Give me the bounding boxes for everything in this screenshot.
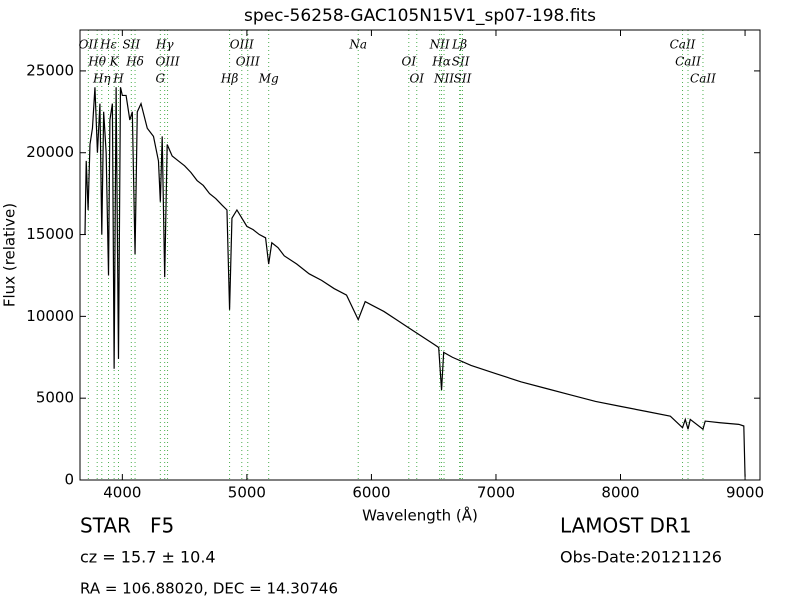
spectral-line-label: OIII: [156, 55, 180, 69]
spectral-line-label: G: [156, 72, 166, 86]
y-tick-label: 0: [64, 471, 74, 489]
spectral-line-label: H: [112, 72, 124, 86]
spectral-line-label: Hβ: [220, 72, 238, 86]
class-text: STAR F5: [80, 514, 174, 538]
y-tick-label: 15000: [26, 225, 74, 243]
spectral-line-label: SII: [452, 55, 470, 69]
y-tick-label: 20000: [26, 143, 74, 161]
spectral-line-label: OI: [409, 72, 424, 86]
spectral-line-label: Mg: [258, 72, 279, 86]
chart-title: spec-56258-GAC105N15V1_sp07-198.fits: [244, 6, 596, 26]
spectral-line-label: OIII: [236, 55, 260, 69]
x-axis-label: Wavelength (Å): [362, 506, 478, 525]
spectral-line-label: Hδ: [125, 55, 144, 69]
spectral-line-label: OII: [79, 38, 99, 52]
spectral-line-label: CaII: [675, 55, 701, 69]
spectral-line-label: SII: [122, 38, 140, 52]
x-tick-label: 8000: [601, 484, 639, 502]
spectral-line-label: NII: [429, 38, 450, 52]
spectral-line-label: Hα: [431, 55, 451, 69]
y-tick-label: 10000: [26, 307, 74, 325]
spectral-line-label: Hθ: [87, 55, 106, 69]
x-tick-label: 4000: [103, 484, 141, 502]
spectral-line-label: CaII: [690, 72, 716, 86]
y-axis-label: Flux (relative): [1, 203, 19, 307]
spectral-line-label: SII: [454, 72, 472, 86]
spectral-line-label: Hγ: [155, 38, 174, 52]
x-tick-label: 6000: [352, 484, 390, 502]
x-tick-label: 9000: [726, 484, 764, 502]
spectral-line-label: K: [109, 55, 120, 69]
spectral-line-label: OI: [402, 55, 417, 69]
spectral-line-label: Lβ: [451, 38, 467, 52]
survey-text: LAMOST DR1: [560, 514, 692, 538]
spectral-line-label: Na: [348, 38, 367, 52]
spectral-line-label: Hε: [99, 38, 117, 52]
y-tick-label: 5000: [36, 389, 74, 407]
spectrum-line: [84, 87, 746, 477]
y-tick-label: 25000: [26, 61, 74, 79]
spectral-line-label: OIII: [230, 38, 254, 52]
spectral-line-label: Hη: [92, 72, 111, 86]
coord-text: RA = 106.88020, DEC = 14.30746: [80, 580, 338, 598]
cz-text: cz = 15.7 ± 10.4: [80, 548, 216, 567]
spectral-line-label: NII: [433, 72, 454, 86]
x-tick-label: 7000: [477, 484, 515, 502]
spectral-line-label: CaII: [670, 38, 696, 52]
x-tick-label: 5000: [228, 484, 266, 502]
plot-frame: [79, 29, 761, 481]
date-text: Obs-Date:20121126: [560, 548, 722, 567]
